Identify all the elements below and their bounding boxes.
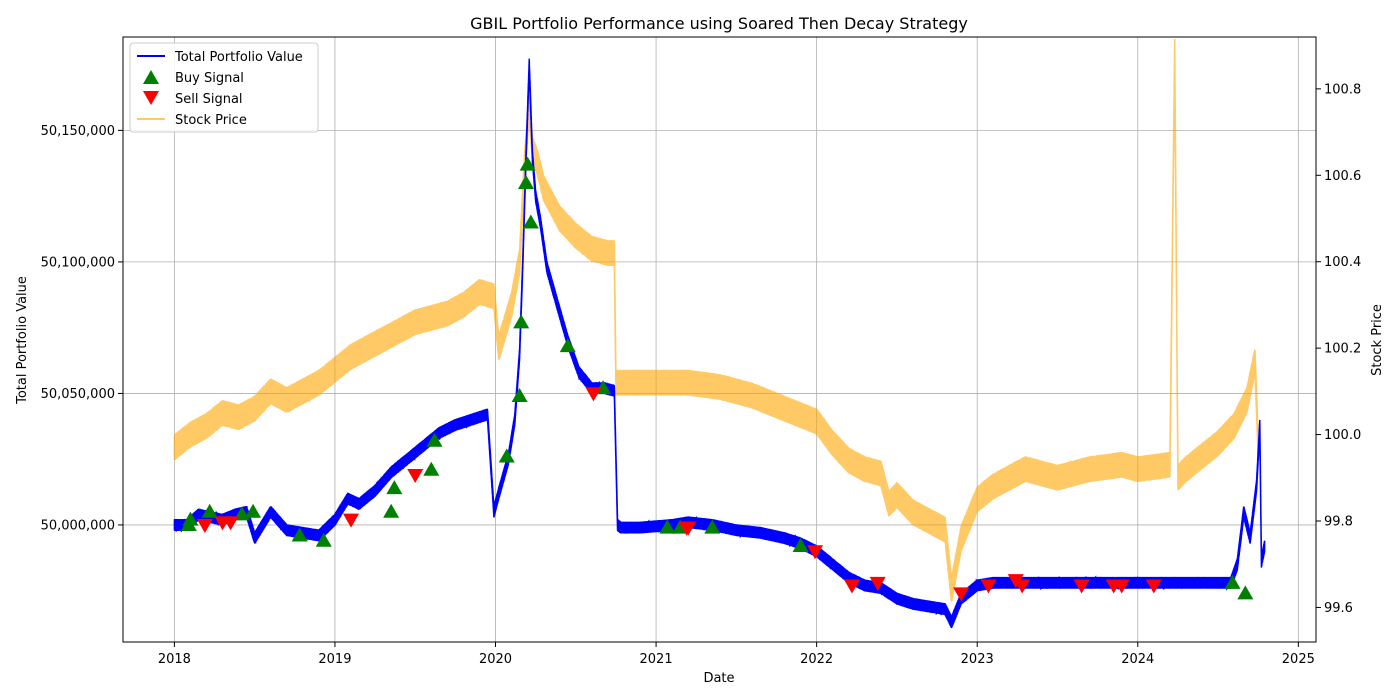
y-axis-label: Total Portfolio Value — [15, 276, 30, 405]
x-tick-label: 2022 — [800, 652, 833, 667]
x-tick-label: 2021 — [640, 652, 673, 667]
y-tick-label: 50,050,000 — [41, 387, 115, 402]
x-tick-label: 2018 — [158, 652, 191, 667]
x-tick-label: 2023 — [961, 652, 994, 667]
y2-tick-label: 100.8 — [1324, 82, 1361, 97]
x-tick-label: 2024 — [1121, 652, 1154, 667]
x-tick-label: 2020 — [479, 652, 512, 667]
y-tick-label: 50,000,000 — [41, 518, 115, 533]
chart-title: GBIL Portfolio Performance using Soared … — [470, 14, 968, 33]
x-tick-label: 2019 — [318, 652, 351, 667]
legend-label-price: Stock Price — [175, 113, 247, 128]
legend-label-buy: Buy Signal — [175, 71, 244, 86]
y2-tick-label: 99.6 — [1324, 601, 1353, 616]
legend-label-portfolio: Total Portfolio Value — [174, 50, 303, 65]
y-tick-label: 50,100,000 — [41, 255, 115, 270]
y2-tick-label: 100.6 — [1324, 169, 1361, 184]
y2-tick-label: 100.2 — [1324, 342, 1361, 357]
y-tick-label: 50,150,000 — [41, 124, 115, 139]
x-axis-label: Date — [703, 671, 734, 686]
y2-tick-label: 99.8 — [1324, 515, 1353, 530]
y2-tick-label: 100.4 — [1324, 255, 1361, 270]
y2-axis-label: Stock Price — [1370, 304, 1385, 376]
x-tick-label: 2025 — [1282, 652, 1315, 667]
legend-label-sell: Sell Signal — [175, 92, 243, 107]
legend: Total Portfolio Value Buy Signal Sell Si… — [130, 43, 318, 132]
y2-tick-label: 100.0 — [1324, 428, 1361, 443]
